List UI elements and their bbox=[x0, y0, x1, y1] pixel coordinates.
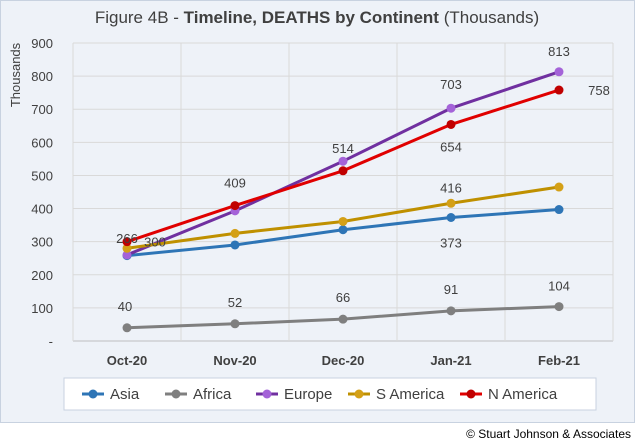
series-lines bbox=[122, 67, 564, 333]
chart-title: Figure 4B - Timeline, DEATHS by Continen… bbox=[95, 8, 539, 27]
data-point-s-america bbox=[554, 182, 564, 192]
data-point-n-america bbox=[230, 201, 240, 211]
x-tick-label: Oct-20 bbox=[107, 353, 147, 368]
legend-marker-s-america bbox=[354, 389, 364, 399]
data-point-africa bbox=[446, 306, 456, 316]
y-tick-label: 900 bbox=[31, 36, 53, 51]
x-tick-label: Feb-21 bbox=[538, 353, 580, 368]
x-tick-label: Nov-20 bbox=[213, 353, 256, 368]
gridlines bbox=[72, 42, 614, 342]
data-label: 104 bbox=[548, 279, 570, 294]
data-label: 514 bbox=[332, 141, 354, 156]
data-point-africa bbox=[122, 323, 132, 333]
data-labels: 266 300 40 409 52 514 66 703 654 416 373 91 813 758 10… bbox=[116, 44, 610, 314]
x-tick-label: Dec-20 bbox=[322, 353, 365, 368]
data-point-n-america bbox=[554, 85, 564, 95]
data-label: 300 bbox=[144, 235, 166, 250]
legend-label-s-america: S America bbox=[376, 386, 445, 403]
legend-label-africa: Africa bbox=[193, 386, 232, 403]
data-label: 409 bbox=[224, 176, 246, 191]
copyright-notice: © Stuart Johnson & Associates bbox=[466, 427, 631, 441]
data-point-s-america bbox=[338, 216, 348, 226]
y-tick-label: 600 bbox=[31, 135, 53, 150]
y-tick-labels: - 100 200 300 400 500 600 700 800 900 bbox=[31, 36, 53, 349]
x-tick-labels: Oct-20 Nov-20 Dec-20 Jan-21 Feb-21 bbox=[107, 353, 580, 368]
legend-marker-n-america bbox=[466, 389, 476, 399]
y-tick-label: - bbox=[49, 334, 53, 349]
data-point-n-america bbox=[122, 237, 132, 247]
data-point-n-america bbox=[338, 166, 348, 176]
data-point-africa bbox=[338, 314, 348, 324]
data-point-asia bbox=[446, 212, 456, 222]
data-label: 52 bbox=[228, 295, 242, 310]
y-tick-label: 400 bbox=[31, 202, 53, 217]
data-label: 416 bbox=[440, 180, 462, 195]
legend bbox=[63, 377, 597, 411]
y-tick-label: 700 bbox=[31, 102, 53, 117]
data-point-europe bbox=[122, 250, 132, 260]
data-point-asia bbox=[338, 225, 348, 235]
y-tick-label: 100 bbox=[31, 301, 53, 316]
data-label: 654 bbox=[440, 139, 462, 154]
legend-marker-europe bbox=[262, 389, 272, 399]
y-tick-label: 500 bbox=[31, 168, 53, 183]
legend-label-europe: Europe bbox=[284, 386, 332, 403]
data-point-s-america bbox=[122, 243, 132, 253]
data-point-europe bbox=[446, 103, 456, 113]
data-point-s-america bbox=[230, 228, 240, 238]
legend-label-asia: Asia bbox=[110, 386, 140, 403]
data-point-europe bbox=[554, 67, 564, 77]
y-tick-label: 300 bbox=[31, 235, 53, 250]
y-tick-label: 200 bbox=[31, 268, 53, 283]
legend-marker-africa bbox=[171, 389, 181, 399]
legend-marker-asia bbox=[88, 389, 98, 399]
legend-items: Asia Africa Europe S America N America bbox=[82, 386, 558, 403]
data-point-europe bbox=[338, 156, 348, 166]
data-label: 266 bbox=[116, 231, 138, 246]
x-tick-label: Jan-21 bbox=[430, 353, 471, 368]
y-axis-label: Thousands bbox=[8, 42, 23, 107]
data-label: 703 bbox=[440, 77, 462, 92]
legend-label-n-america: N America bbox=[488, 386, 558, 403]
data-label: 40 bbox=[118, 299, 132, 314]
data-point-s-america bbox=[446, 198, 456, 208]
data-point-asia bbox=[554, 205, 564, 215]
data-point-n-america bbox=[446, 119, 456, 129]
data-label: 813 bbox=[548, 44, 570, 59]
data-point-asia bbox=[230, 240, 240, 250]
data-point-africa bbox=[230, 319, 240, 329]
data-label: 758 bbox=[588, 83, 610, 98]
data-label: 373 bbox=[440, 235, 462, 250]
data-label: 66 bbox=[336, 290, 350, 305]
data-label: 91 bbox=[444, 282, 458, 297]
data-point-africa bbox=[554, 302, 564, 312]
y-tick-label: 800 bbox=[31, 69, 53, 84]
